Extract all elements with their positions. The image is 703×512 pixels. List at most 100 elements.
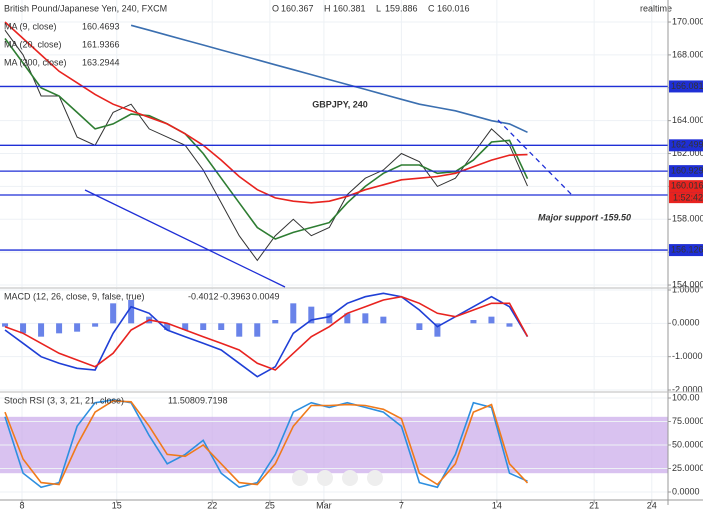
y-tick-label: 50.0000 (672, 439, 703, 449)
y-tick-label: 0.0000 (672, 486, 700, 496)
watermark: GBPJPY, 240 (312, 99, 368, 109)
histogram-bar (218, 323, 225, 330)
status: realtime (640, 3, 672, 13)
level-label: 166.081 (671, 81, 703, 91)
histogram-bar (128, 300, 135, 324)
histogram-bar (74, 323, 81, 332)
histogram-bar (488, 316, 495, 324)
level-label: 156.126 (671, 244, 703, 254)
trend-line (84, 189, 286, 288)
legend-entry: MA (200, close) (4, 57, 67, 67)
histogram-bar (110, 303, 117, 324)
histogram-bar (344, 313, 351, 324)
series-line (130, 24, 528, 134)
histogram-bar (182, 323, 189, 330)
x-tick-label: 24 (647, 500, 657, 510)
series-line (4, 38, 529, 240)
series-line (4, 21, 528, 204)
button[interactable] (292, 470, 308, 486)
histogram-bar (326, 313, 333, 324)
level-label: 160.929 (671, 166, 703, 176)
x-tick-label: 14 (492, 500, 502, 510)
panel-title: British Pound/Japanese Yen, 240, FXCM (4, 3, 167, 13)
histogram-bar (38, 323, 45, 337)
histogram-bar (200, 323, 207, 330)
legend-value: -0.3963 (220, 291, 251, 301)
level-box (669, 80, 703, 93)
y-tick-label: -1.0000 (672, 351, 703, 361)
legend-entry: MA (20, close) (4, 39, 62, 49)
legend-value: 163.2944 (82, 57, 120, 67)
legend-value: -0.4012 (188, 291, 219, 301)
histogram-bar (308, 306, 315, 324)
ohlc-value: 160.016 (437, 3, 470, 13)
y-tick-label: 168.000 (672, 49, 703, 59)
y-tick-label: 75.0000 (672, 416, 703, 426)
legend-entry: MA (9, close) (4, 21, 57, 31)
x-tick-label: 25 (265, 500, 275, 510)
histogram-bar (236, 323, 243, 337)
annotation: Major support -159.50 (538, 212, 631, 222)
legend-value: 160.4693 (82, 21, 120, 31)
ohlc-value: 160.367 (281, 3, 314, 13)
histogram-bar (272, 320, 279, 324)
x-tick-label: Mar (316, 500, 332, 510)
level-box (669, 244, 703, 257)
histogram-bar (470, 320, 477, 324)
price-box (669, 180, 703, 193)
histogram-bar (56, 323, 63, 334)
y-tick-label: 170.000 (672, 16, 703, 26)
panel-title: MACD (12, 26, close, 9, false, true) (4, 291, 145, 301)
level-box (669, 165, 703, 178)
x-tick-label: 21 (589, 500, 599, 510)
ohlc-value: 159.886 (385, 3, 418, 13)
series-line (4, 292, 529, 378)
histogram-bar (92, 323, 99, 327)
y-tick-label: 164.000 (672, 115, 703, 125)
histogram-bar (2, 323, 9, 327)
ohlc-value: 160.381 (333, 3, 366, 13)
x-tick-label: 7 (399, 500, 404, 510)
series-line (4, 295, 529, 371)
panel-title: Stoch RSI (3, 3, 21, 21, close) (4, 395, 124, 405)
ohlc-label: O (272, 3, 279, 13)
legend-value: 161.9366 (82, 39, 120, 49)
countdown: 1:52:42 (673, 193, 703, 203)
level-label: 162.499 (671, 140, 703, 150)
ohlc-label: H (324, 3, 331, 13)
histogram-bar (164, 323, 171, 330)
histogram-bar (254, 323, 261, 337)
histogram-bar (416, 323, 423, 330)
series-line (4, 29, 528, 262)
y-tick-label: 0.0000 (672, 318, 700, 328)
y-tick-label: 100.00 (672, 392, 700, 402)
legend-value: 11.5080 (168, 395, 200, 405)
x-tick-label: 8 (19, 500, 24, 510)
histogram-bar (20, 323, 27, 334)
y-tick-label: 162.000 (672, 148, 703, 158)
series-line (4, 399, 529, 486)
histogram-bar (290, 303, 297, 324)
button[interactable] (367, 470, 383, 486)
histogram-bar (506, 323, 513, 327)
y-tick-label: 25.0000 (672, 463, 703, 473)
button[interactable] (317, 470, 333, 486)
ohlc-label: C (428, 3, 435, 13)
x-tick-label: 22 (207, 500, 217, 510)
histogram-bar (362, 313, 369, 324)
y-tick-label: 1.0000 (672, 284, 700, 294)
level-box (669, 139, 703, 152)
nav-buttons[interactable] (292, 470, 383, 486)
histogram-bar (434, 323, 441, 337)
x-tick-label: 15 (112, 500, 122, 510)
y-tick-label: 158.000 (672, 214, 703, 224)
button[interactable] (342, 470, 358, 486)
histogram-bar (380, 316, 387, 324)
y-tick-label: 154.000 (672, 279, 703, 289)
legend-value: 0.0049 (252, 291, 280, 301)
countdown-box (669, 192, 703, 204)
ohlc-label: L (376, 3, 381, 13)
price-label: 160.016 (671, 181, 703, 191)
